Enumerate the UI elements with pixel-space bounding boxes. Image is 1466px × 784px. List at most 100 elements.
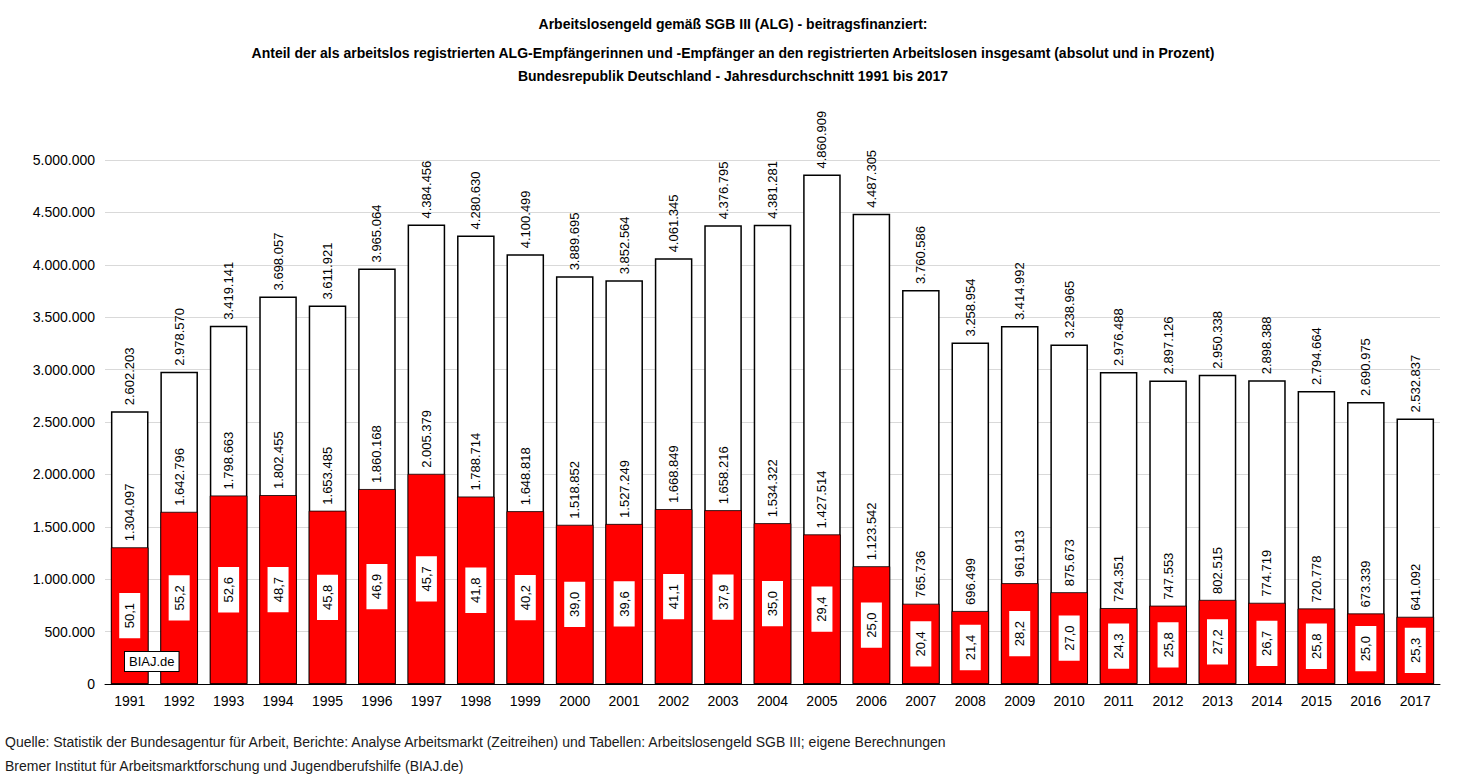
svg-text:2.500.000: 2.500.000 <box>33 414 95 430</box>
svg-text:45,7: 45,7 <box>419 566 434 591</box>
svg-text:2011: 2011 <box>1104 693 1134 709</box>
svg-text:50,1: 50,1 <box>122 603 137 628</box>
svg-text:3.852.564: 3.852.564 <box>617 216 632 274</box>
svg-text:3.414.992: 3.414.992 <box>1012 262 1027 320</box>
svg-text:25,0: 25,0 <box>864 612 879 637</box>
svg-text:1.668.849: 1.668.849 <box>666 445 681 503</box>
svg-text:802.515: 802.515 <box>1210 547 1225 594</box>
svg-text:2.897.126: 2.897.126 <box>1161 317 1176 375</box>
svg-text:1996: 1996 <box>361 693 392 709</box>
svg-text:3.238.965: 3.238.965 <box>1062 281 1077 339</box>
svg-text:3.500.000: 3.500.000 <box>33 309 95 325</box>
svg-text:2014: 2014 <box>1251 693 1282 709</box>
svg-text:1991: 1991 <box>114 693 145 709</box>
svg-text:2016: 2016 <box>1350 693 1381 709</box>
svg-text:875.673: 875.673 <box>1062 539 1077 586</box>
svg-text:0: 0 <box>87 676 95 692</box>
svg-text:3.258.954: 3.258.954 <box>963 279 978 337</box>
svg-text:45,8: 45,8 <box>320 585 335 610</box>
svg-text:1.000.000: 1.000.000 <box>33 571 95 587</box>
svg-text:2.794.664: 2.794.664 <box>1309 327 1324 385</box>
svg-text:747.553: 747.553 <box>1161 553 1176 600</box>
svg-text:2001: 2001 <box>609 693 640 709</box>
svg-text:2.602.203: 2.602.203 <box>122 347 137 405</box>
svg-text:4.061.345: 4.061.345 <box>666 195 681 253</box>
svg-text:1.304.097: 1.304.097 <box>122 483 137 541</box>
svg-text:25,8: 25,8 <box>1161 632 1176 657</box>
svg-text:20,4: 20,4 <box>913 631 928 656</box>
svg-text:35,0: 35,0 <box>765 591 780 616</box>
svg-text:55,2: 55,2 <box>172 585 187 610</box>
svg-text:2008: 2008 <box>955 693 986 709</box>
svg-text:500.000: 500.000 <box>44 624 95 640</box>
svg-text:1998: 1998 <box>460 693 491 709</box>
svg-text:1.518.852: 1.518.852 <box>567 461 582 519</box>
svg-text:Bundesrepublik Deutschland - J: Bundesrepublik Deutschland - Jahresdurch… <box>518 68 948 84</box>
svg-text:1.527.249: 1.527.249 <box>617 460 632 518</box>
svg-text:25,0: 25,0 <box>1358 636 1373 661</box>
svg-text:3.611.921: 3.611.921 <box>320 243 335 300</box>
svg-text:1.500.000: 1.500.000 <box>33 519 95 535</box>
svg-text:641.092: 641.092 <box>1408 564 1423 611</box>
svg-text:3.419.141: 3.419.141 <box>221 262 236 320</box>
svg-text:Anteil der als arbeitslos regi: Anteil der als arbeitslos registrierten … <box>252 45 1215 61</box>
svg-text:4.487.305: 4.487.305 <box>864 150 879 208</box>
svg-text:4.860.909: 4.860.909 <box>814 111 829 169</box>
svg-text:2004: 2004 <box>757 693 788 709</box>
svg-text:26,7: 26,7 <box>1259 631 1274 656</box>
svg-text:1.123.542: 1.123.542 <box>864 502 879 560</box>
svg-text:Bremer Institut für Arbeitsmar: Bremer Institut für Arbeitsmarktforschun… <box>5 758 463 774</box>
svg-text:3.889.695: 3.889.695 <box>567 213 582 271</box>
svg-text:2007: 2007 <box>905 693 936 709</box>
svg-text:1997: 1997 <box>411 693 442 709</box>
svg-text:2009: 2009 <box>1004 693 1035 709</box>
svg-text:39,6: 39,6 <box>617 591 632 616</box>
svg-text:25,8: 25,8 <box>1309 634 1324 659</box>
svg-text:774.719: 774.719 <box>1259 550 1274 597</box>
svg-text:2000: 2000 <box>559 693 590 709</box>
svg-text:4.100.499: 4.100.499 <box>518 190 533 248</box>
svg-text:52,6: 52,6 <box>221 577 236 602</box>
svg-text:3.965.064: 3.965.064 <box>369 205 384 263</box>
svg-text:1993: 1993 <box>213 693 244 709</box>
svg-text:39,0: 39,0 <box>567 592 582 617</box>
svg-text:4.384.456: 4.384.456 <box>419 161 434 219</box>
svg-text:2.690.975: 2.690.975 <box>1358 338 1373 396</box>
svg-text:1.427.514: 1.427.514 <box>814 471 829 529</box>
svg-text:40,2: 40,2 <box>518 585 533 610</box>
svg-text:961.913: 961.913 <box>1012 530 1027 577</box>
svg-text:4.376.795: 4.376.795 <box>716 161 731 219</box>
svg-text:696.499: 696.499 <box>963 558 978 605</box>
svg-text:673.339: 673.339 <box>1358 560 1373 607</box>
svg-text:37,9: 37,9 <box>716 584 731 609</box>
svg-text:3.760.586: 3.760.586 <box>913 226 928 284</box>
svg-text:Arbeitslosengeld gemäß SGB III: Arbeitslosengeld gemäß SGB III (ALG) - b… <box>539 16 928 32</box>
svg-text:2.005.379: 2.005.379 <box>419 410 434 468</box>
svg-text:2003: 2003 <box>707 693 738 709</box>
svg-text:BIAJ.de: BIAJ.de <box>129 654 175 669</box>
svg-text:2.532.837: 2.532.837 <box>1408 355 1423 413</box>
svg-text:1994: 1994 <box>262 693 293 709</box>
svg-text:2017: 2017 <box>1400 693 1431 709</box>
svg-text:1995: 1995 <box>312 693 343 709</box>
svg-text:1992: 1992 <box>164 693 195 709</box>
svg-text:1.642.796: 1.642.796 <box>172 448 187 506</box>
svg-text:4.280.630: 4.280.630 <box>468 172 483 230</box>
svg-text:4.000.000: 4.000.000 <box>33 257 95 273</box>
svg-text:720.778: 720.778 <box>1309 555 1324 602</box>
svg-text:29,4: 29,4 <box>814 597 829 622</box>
svg-text:2.898.388: 2.898.388 <box>1259 316 1274 374</box>
svg-text:2.978.570: 2.978.570 <box>172 308 187 366</box>
svg-text:27,2: 27,2 <box>1210 629 1225 654</box>
svg-text:765.736: 765.736 <box>913 551 928 598</box>
svg-text:1.534.322: 1.534.322 <box>765 459 780 517</box>
svg-text:21,4: 21,4 <box>963 635 978 660</box>
svg-text:1.802.455: 1.802.455 <box>271 431 286 489</box>
svg-text:724.351: 724.351 <box>1111 555 1126 602</box>
svg-text:1.798.663: 1.798.663 <box>221 432 236 490</box>
svg-text:46,9: 46,9 <box>369 574 384 599</box>
svg-text:1999: 1999 <box>510 693 541 709</box>
svg-text:28,2: 28,2 <box>1012 621 1027 646</box>
svg-text:2010: 2010 <box>1054 693 1085 709</box>
svg-text:2012: 2012 <box>1152 693 1183 709</box>
